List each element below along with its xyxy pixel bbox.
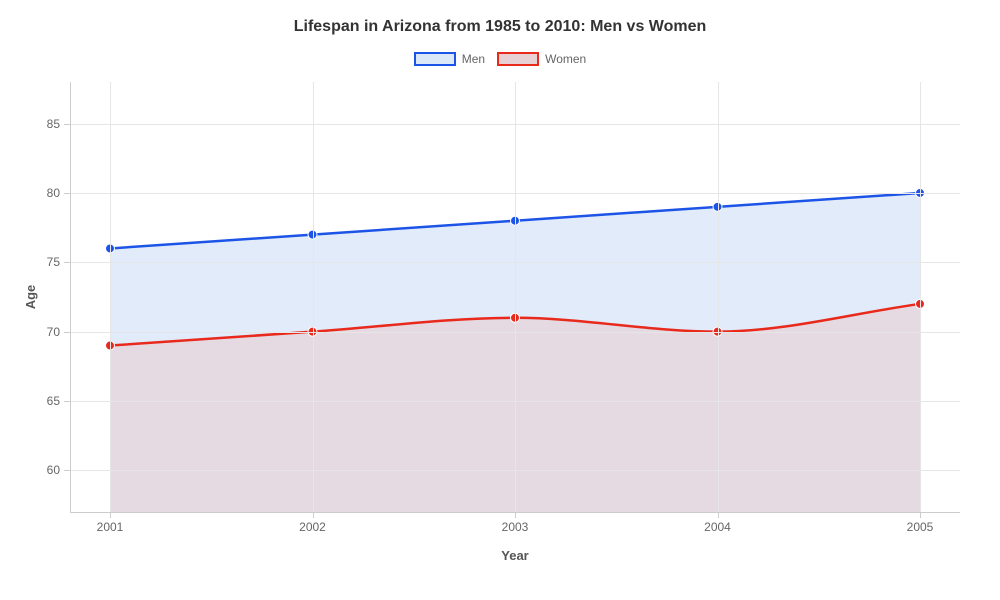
grid-line-horizontal xyxy=(70,124,960,125)
x-tick-label: 2001 xyxy=(97,520,124,534)
legend-swatch xyxy=(497,52,539,66)
grid-line-vertical xyxy=(313,82,314,512)
y-tick-label: 85 xyxy=(47,117,60,131)
plot-area: 20012002200320042005606570758085 xyxy=(70,82,960,512)
x-axis-line xyxy=(70,512,960,513)
y-tick-label: 60 xyxy=(47,463,60,477)
y-tick-label: 80 xyxy=(47,186,60,200)
y-tick-label: 70 xyxy=(47,325,60,339)
grid-line-horizontal xyxy=(70,262,960,263)
legend-swatch xyxy=(414,52,456,66)
grid-line-horizontal xyxy=(70,470,960,471)
x-tick-label: 2002 xyxy=(299,520,326,534)
chart-container: Lifespan in Arizona from 1985 to 2010: M… xyxy=(0,0,1000,600)
grid-line-vertical xyxy=(920,82,921,512)
y-tick-label: 75 xyxy=(47,255,60,269)
legend-label: Men xyxy=(462,52,485,66)
x-axis-title: Year xyxy=(501,548,528,563)
grid-line-vertical xyxy=(718,82,719,512)
grid-line-horizontal xyxy=(70,332,960,333)
grid-line-vertical xyxy=(110,82,111,512)
y-axis-line xyxy=(70,82,71,512)
grid-line-horizontal xyxy=(70,401,960,402)
y-tick-label: 65 xyxy=(47,394,60,408)
chart-title: Lifespan in Arizona from 1985 to 2010: M… xyxy=(0,18,1000,36)
x-tick-label: 2003 xyxy=(502,520,529,534)
y-axis-title: Age xyxy=(23,285,38,310)
x-tick-label: 2004 xyxy=(704,520,731,534)
grid-line-vertical xyxy=(515,82,516,512)
legend-item[interactable]: Men xyxy=(414,52,485,66)
legend-item[interactable]: Women xyxy=(497,52,586,66)
legend: Men Women xyxy=(0,52,1000,66)
x-tick-label: 2005 xyxy=(907,520,934,534)
grid-line-horizontal xyxy=(70,193,960,194)
legend-label: Women xyxy=(545,52,586,66)
